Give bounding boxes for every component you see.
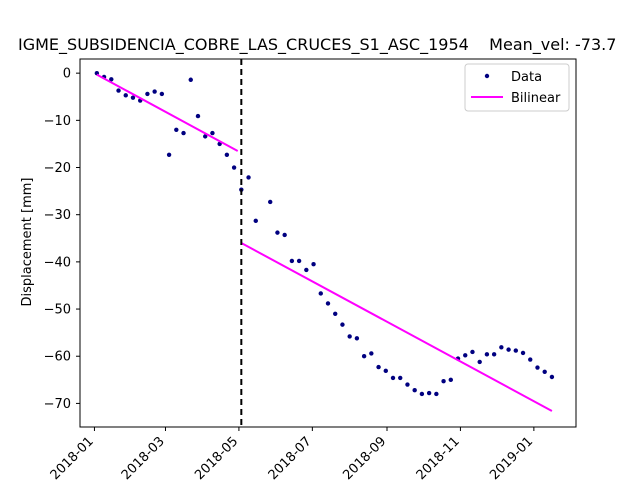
legend: Data Bilinear — [464, 63, 570, 112]
y-tick-label: −30 — [44, 208, 71, 223]
data-point — [123, 93, 128, 98]
data-point — [528, 357, 533, 362]
data-point — [369, 351, 374, 356]
y-tick-label: −70 — [44, 397, 71, 412]
data-point — [520, 350, 526, 356]
data-point — [253, 218, 258, 224]
data-point — [116, 88, 121, 93]
data-point — [491, 352, 497, 357]
data-point — [383, 368, 388, 374]
data-point — [412, 388, 417, 393]
y-tick-label: −20 — [44, 161, 71, 176]
bilinear-lines-layer — [96, 73, 553, 412]
data-point — [390, 375, 396, 381]
data-point — [152, 89, 157, 94]
data-point — [145, 91, 150, 97]
data-point — [311, 262, 316, 267]
data-point — [296, 258, 302, 264]
legend-data-label: Data — [511, 70, 542, 85]
data-point — [203, 134, 208, 139]
data-point — [419, 391, 425, 397]
data-point — [275, 230, 280, 235]
legend-bilinear-label: Bilinear — [511, 91, 561, 106]
data-point — [333, 311, 338, 316]
data-point — [174, 127, 179, 132]
data-point — [166, 152, 172, 157]
data-point — [426, 390, 432, 396]
data-point — [513, 348, 519, 353]
data-point — [318, 291, 323, 296]
y-tick-label: 0 — [63, 67, 71, 82]
x-tick-label: 2018-07 — [266, 434, 315, 480]
data-point — [159, 91, 165, 97]
y-axis: 0 −10 −20 −30 −40 −50 −60 −70 — [44, 67, 80, 412]
data-point — [535, 365, 540, 370]
data-points-layer — [94, 70, 555, 397]
plot-area — [94, 59, 555, 427]
data-point — [224, 152, 230, 157]
data-point — [361, 354, 367, 359]
data-point — [181, 130, 186, 136]
data-point — [304, 267, 309, 273]
data-point — [434, 391, 439, 397]
bilinear-segment — [240, 242, 553, 412]
data-point — [109, 77, 114, 82]
data-point — [354, 336, 360, 341]
data-point — [268, 199, 273, 205]
data-point — [405, 382, 410, 387]
data-point — [210, 130, 215, 136]
x-tick-label: 2018-09 — [340, 434, 389, 480]
x-tick-label: 2018-03 — [119, 434, 168, 480]
data-point — [282, 232, 287, 238]
x-tick-label: 2018-01 — [48, 434, 97, 480]
data-point — [130, 95, 136, 100]
y-tick-label: −10 — [44, 114, 71, 129]
y-axis-label: Displacement [mm] — [20, 178, 35, 307]
bilinear-segment — [96, 73, 239, 152]
data-point — [347, 334, 352, 339]
y-tick-label: −60 — [44, 350, 71, 365]
data-point — [448, 377, 453, 383]
data-point — [542, 369, 547, 374]
data-point — [325, 301, 331, 306]
legend-box — [464, 63, 570, 112]
data-point — [441, 379, 446, 384]
data-point — [340, 322, 345, 327]
data-point — [470, 349, 475, 355]
data-point — [188, 77, 193, 82]
x-axis: 2018-01 2018-03 2018-05 2018-07 2018-09 2018-… — [48, 427, 536, 480]
data-point — [195, 113, 201, 119]
x-tick-label: 2018-11 — [414, 434, 463, 480]
data-point — [231, 165, 237, 170]
chart-title: IGME_SUBSIDENCIA_COBRE_LAS_CRUCES_S1_ASC… — [18, 35, 616, 55]
data-point — [246, 175, 251, 180]
data-point — [398, 375, 403, 381]
data-point — [376, 364, 381, 370]
legend-data-marker — [484, 73, 490, 79]
x-tick-label: 2019-01 — [487, 434, 536, 480]
plot-frame — [79, 58, 577, 428]
data-point — [549, 374, 555, 380]
data-point — [484, 352, 490, 357]
data-point — [477, 359, 482, 365]
data-point — [506, 347, 511, 352]
y-tick-label: −50 — [44, 303, 71, 318]
data-point — [499, 345, 504, 350]
data-point — [289, 258, 295, 264]
y-tick-label: −40 — [44, 255, 71, 270]
x-tick-label: 2018-05 — [192, 434, 241, 480]
data-point — [463, 353, 468, 358]
